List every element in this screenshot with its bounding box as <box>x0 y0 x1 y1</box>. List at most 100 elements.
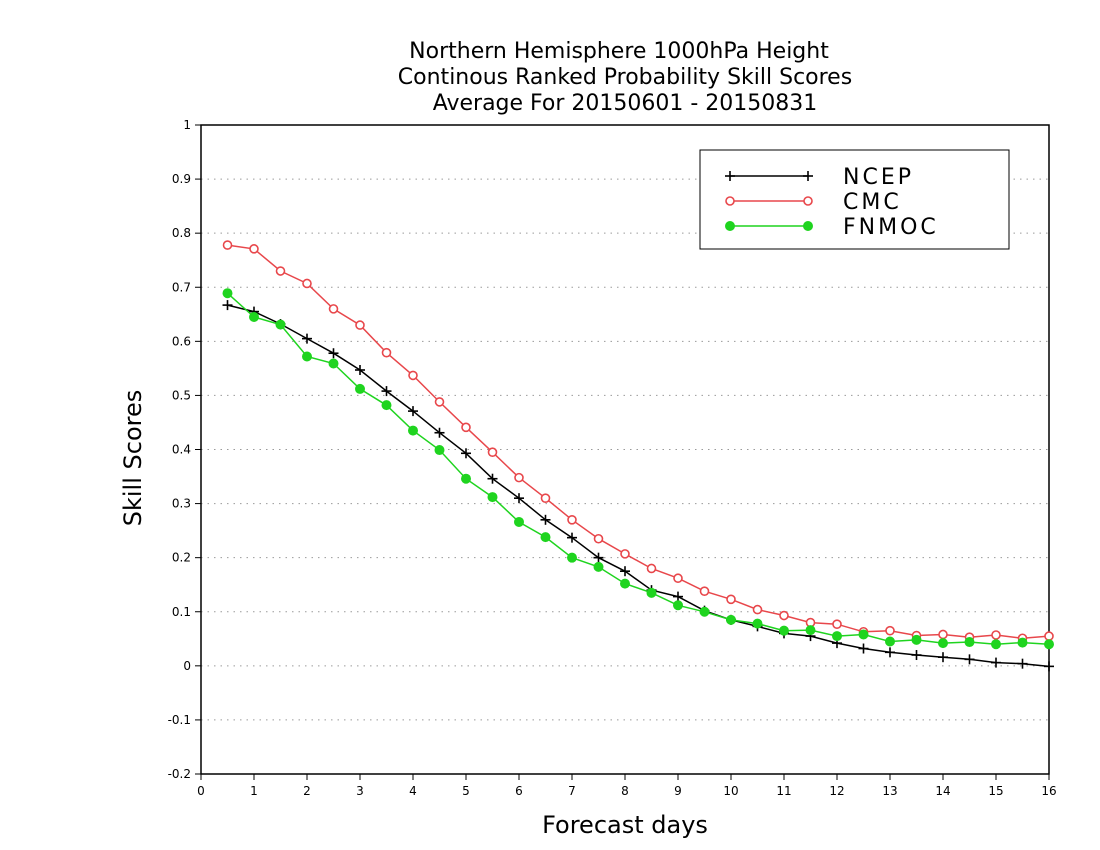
data-point-ncep <box>302 333 312 344</box>
grid-lines <box>201 178 1049 721</box>
data-point-fnmoc <box>408 425 418 436</box>
data-point-ncep <box>381 386 392 397</box>
x-tick-label: 1 <box>250 784 258 798</box>
y-tick-label: -0.2 <box>168 767 191 781</box>
data-point-ncep <box>514 493 524 504</box>
x-tick-label: 11 <box>776 784 791 798</box>
data-point-fnmoc <box>938 638 948 649</box>
series-line-cmc <box>227 244 1050 640</box>
data-point-fnmoc <box>620 578 630 589</box>
data-point-ncep <box>461 448 471 459</box>
data-point-cmc <box>885 625 895 636</box>
x-tick-label: 14 <box>935 784 950 798</box>
x-tick-label: 9 <box>674 784 682 798</box>
y-axis-label: Skill Scores <box>119 390 147 527</box>
data-point-cmc <box>355 320 365 330</box>
data-point-cmc <box>302 278 312 289</box>
data-point-fnmoc <box>381 400 392 411</box>
x-tick-label: 12 <box>829 784 844 798</box>
data-point-cmc <box>620 549 630 559</box>
data-point-fnmoc <box>328 358 339 369</box>
data-point-ncep <box>593 552 604 563</box>
x-tick-label: 5 <box>462 784 470 798</box>
data-point-fnmoc <box>752 618 763 629</box>
legend-marker-ncep <box>725 171 813 181</box>
data-point-fnmoc <box>540 532 551 543</box>
legend-label-cmc: CMC <box>843 190 902 215</box>
y-tick-label: 0.5 <box>172 388 191 402</box>
data-point-fnmoc <box>885 636 895 647</box>
data-point-cmc <box>461 422 471 433</box>
data-point-fnmoc <box>991 639 1001 650</box>
data-point-ncep <box>1044 661 1054 672</box>
chart-date-range-line: Average For 20150601 - 20150831 <box>433 91 818 116</box>
data-point-cmc <box>699 586 710 596</box>
x-tick-label: 13 <box>882 784 897 798</box>
legend-box <box>699 149 1010 250</box>
data-point-cmc <box>991 630 1001 640</box>
chart-title: Northern Hemisphere 1000hPa Height Conti… <box>398 39 852 116</box>
y-tick-label: 0 <box>183 659 191 673</box>
data-point-cmc <box>752 604 763 615</box>
data-point-cmc <box>540 493 551 503</box>
y-tick-label: 1 <box>183 118 191 132</box>
y-tick-label: 0.7 <box>172 280 191 294</box>
chart-title-line: Northern Hemisphere 1000hPa Height <box>409 39 829 64</box>
data-point-ncep <box>885 647 895 658</box>
y-tick-label: 0.6 <box>172 334 191 348</box>
data-point-cmc <box>222 240 233 250</box>
x-tick-label: 7 <box>568 784 576 798</box>
y-tick-label: 0.2 <box>172 551 191 565</box>
chart-subtitle-line: Continous Ranked Probability Skill Score… <box>398 65 852 90</box>
legend-marker-start-ncep <box>725 171 735 181</box>
data-point-cmc <box>567 515 577 525</box>
y-tick-label: -0.1 <box>168 713 191 727</box>
data-point-ncep <box>1017 658 1028 669</box>
legend-marker-end-cmc <box>803 196 813 206</box>
data-point-ncep <box>911 650 922 661</box>
data-point-fnmoc <box>964 637 975 648</box>
data-point-fnmoc <box>1044 639 1054 650</box>
legend-label-fnmoc: FNMOC <box>843 215 939 240</box>
y-tick-label: 0.1 <box>172 605 191 619</box>
series-ncep <box>222 300 1054 672</box>
data-point-fnmoc <box>593 561 604 572</box>
data-point-ncep <box>222 300 233 311</box>
data-point-cmc <box>593 533 604 544</box>
data-point-cmc <box>514 472 524 483</box>
legend-marker-start-cmc <box>725 196 735 206</box>
data-point-cmc <box>646 563 657 574</box>
data-point-ncep <box>328 348 339 359</box>
legend-label-ncep: NCEP <box>843 165 914 190</box>
data-point-cmc <box>408 370 418 381</box>
legend: NCEP CMC FNMOC <box>699 149 1010 250</box>
x-axis-ticks: 0 1 2 3 4 5 6 7 8 9 10 11 12 13 14 15 16 <box>197 774 1057 798</box>
series-cmc <box>222 240 1054 644</box>
data-point-fnmoc <box>858 629 869 640</box>
data-point-ncep <box>355 364 365 375</box>
data-point-fnmoc <box>699 606 710 617</box>
legend-marker-fnmoc <box>725 221 813 231</box>
data-point-fnmoc <box>302 351 312 362</box>
data-point-ncep <box>991 657 1001 668</box>
data-point-fnmoc <box>911 634 922 645</box>
data-point-cmc <box>1044 631 1054 641</box>
data-point-fnmoc <box>222 288 233 299</box>
data-point-fnmoc <box>487 492 498 503</box>
data-point-cmc <box>726 594 736 605</box>
data-point-fnmoc <box>779 625 789 636</box>
data-point-fnmoc <box>514 516 524 527</box>
data-point-fnmoc <box>726 614 736 625</box>
series-layer <box>222 240 1054 672</box>
y-tick-label: 0.3 <box>172 497 191 511</box>
data-point-cmc <box>832 619 842 629</box>
x-tick-label: 0 <box>197 784 205 798</box>
data-point-cmc <box>673 573 683 584</box>
plot-frame <box>200 124 1050 775</box>
x-tick-label: 15 <box>988 784 1003 798</box>
data-point-fnmoc <box>567 552 577 563</box>
data-point-fnmoc <box>805 625 816 636</box>
x-tick-label: 2 <box>303 784 311 798</box>
y-tick-label: 0.4 <box>172 443 191 457</box>
